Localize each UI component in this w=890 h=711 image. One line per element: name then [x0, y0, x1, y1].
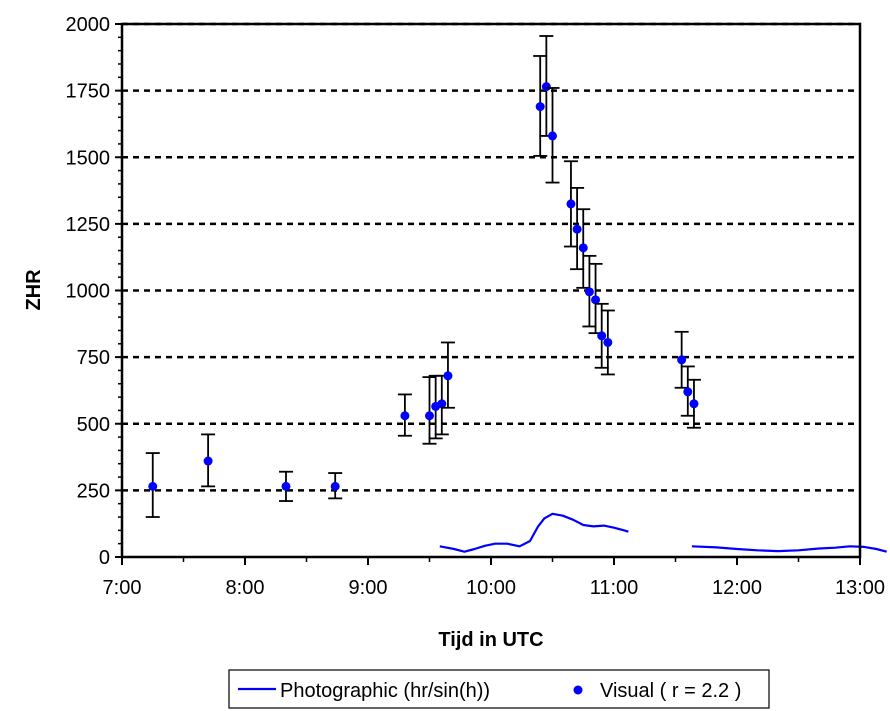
photographic-line: [439, 512, 629, 553]
y-tick-label: 1750: [66, 81, 111, 103]
visual-point: [570, 186, 585, 271]
y-tick-label: 750: [77, 347, 110, 369]
visual-marker: [584, 287, 594, 297]
visual-point: [594, 302, 609, 369]
plot-series: [145, 35, 887, 553]
visual-point: [563, 160, 578, 248]
visual-marker: [425, 411, 434, 421]
visual-marker: [443, 371, 453, 381]
visual-marker: [203, 456, 213, 466]
x-tick-label: 9:00: [349, 577, 388, 599]
x-tick-label: 8:00: [226, 577, 265, 599]
visual-marker: [689, 399, 699, 409]
visual-point: [576, 208, 591, 289]
visual-point: [588, 262, 603, 335]
visual-point: [686, 378, 701, 429]
legend-box: [228, 669, 770, 709]
visual-marker: [683, 387, 693, 397]
x-tick-label: 10:00: [466, 577, 516, 599]
x-tick-label: 11:00: [590, 577, 639, 599]
visual-point: [201, 433, 216, 488]
x-tick-label: 13:00: [835, 577, 885, 599]
visual-marker: [578, 243, 588, 253]
visual-marker: [566, 199, 576, 209]
x-axis-title: Tijd in UTC: [438, 629, 543, 651]
visual-point: [279, 470, 293, 502]
visual-point: [533, 55, 548, 157]
visual-point: [582, 254, 597, 328]
visual-point: [328, 472, 343, 500]
visual-point: [397, 393, 412, 437]
visual-marker: [597, 331, 607, 341]
visual-point: [674, 330, 689, 389]
y-tick-label: 1250: [66, 214, 111, 236]
legend-photographic-label: Photographic (hr/sin(h)): [280, 680, 490, 702]
axes: [115, 22, 862, 565]
y-tick-label: 1000: [66, 281, 111, 303]
visual-marker: [330, 481, 340, 491]
visual-point: [600, 309, 615, 376]
visual-point: [680, 365, 695, 417]
visual-point: [145, 452, 160, 518]
visual-marker: [437, 399, 447, 409]
legend: Photographic (hr/sin(h)) Visual ( r = 2.…: [228, 669, 770, 709]
y-tick-label: 250: [77, 480, 110, 502]
visual-marker: [281, 481, 291, 491]
visual-point: [434, 374, 449, 436]
visual-marker: [591, 295, 601, 305]
y-tick-label: 2000: [66, 14, 111, 36]
y-tick-label: 1500: [66, 147, 111, 169]
visual-marker: [572, 224, 582, 234]
visual-marker: [677, 355, 687, 365]
visual-marker: [535, 102, 545, 112]
y-axis-title: ZHR: [23, 269, 45, 311]
visual-point: [440, 341, 455, 409]
plot-area-frame: [120, 22, 862, 559]
visual-marker: [603, 337, 613, 347]
legend-visual-marker: [573, 685, 583, 695]
visual-point: [422, 376, 437, 445]
x-tick-label: 12:00: [712, 577, 762, 599]
visual-point: [539, 35, 554, 137]
visual-marker: [548, 131, 557, 141]
y-tick-label: 0: [99, 547, 110, 569]
legend-visual-label: Visual ( r = 2.2 ): [600, 680, 741, 702]
visual-point: [545, 87, 560, 184]
x-tick-label: 7:00: [103, 577, 142, 599]
tick-labels: 0 250 500 750 1000 1250 1500 1750 2000 7:00 8:00 9:…: [66, 14, 886, 599]
y-tick-label: 500: [77, 414, 110, 436]
visual-marker: [541, 82, 551, 92]
visual-marker: [148, 481, 158, 491]
visual-marker: [400, 411, 410, 421]
photographic-line: [691, 545, 887, 553]
